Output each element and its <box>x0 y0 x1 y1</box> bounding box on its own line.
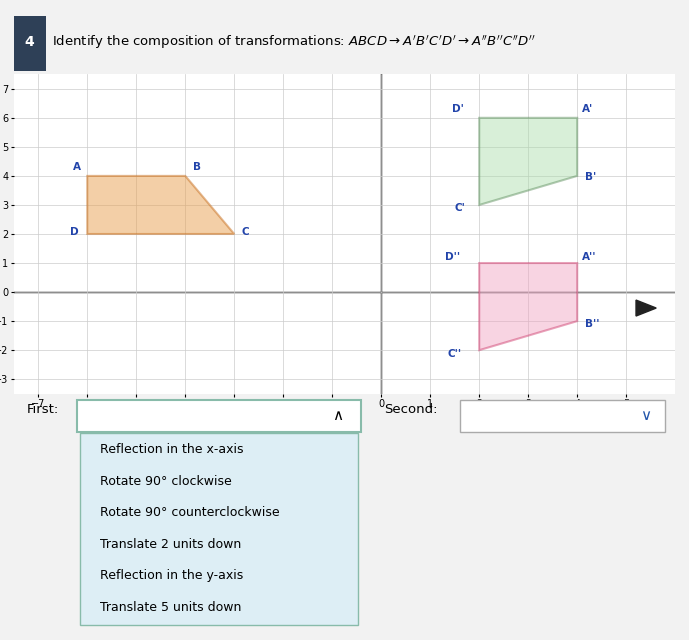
Text: ∧: ∧ <box>332 408 343 424</box>
Text: B': B' <box>584 172 596 182</box>
FancyBboxPatch shape <box>14 16 45 71</box>
Text: First:: First: <box>27 403 59 416</box>
Text: Reflection in the x-axis: Reflection in the x-axis <box>100 444 243 456</box>
Text: Translate 2 units down: Translate 2 units down <box>100 538 241 551</box>
Text: Translate 5 units down: Translate 5 units down <box>100 601 241 614</box>
Text: Second:: Second: <box>384 403 438 416</box>
Text: D: D <box>70 227 79 237</box>
Text: Identify the composition of transformations: $ABCD \rightarrow A'B'C'D' \rightar: Identify the composition of transformati… <box>52 33 536 51</box>
Text: C': C' <box>455 203 466 212</box>
Text: Rotate 90° clockwise: Rotate 90° clockwise <box>100 475 232 488</box>
FancyBboxPatch shape <box>80 433 358 625</box>
Polygon shape <box>480 263 577 350</box>
Text: B'': B'' <box>584 319 599 329</box>
Text: D': D' <box>452 104 464 114</box>
Polygon shape <box>636 300 656 316</box>
Text: C'': C'' <box>447 349 462 360</box>
Text: A'': A'' <box>582 252 597 262</box>
Text: Reflection in the y-axis: Reflection in the y-axis <box>100 570 243 582</box>
Text: 4: 4 <box>25 35 34 49</box>
Polygon shape <box>88 176 234 234</box>
Text: Rotate 90° counterclockwise: Rotate 90° counterclockwise <box>100 506 280 519</box>
Text: B: B <box>193 162 200 172</box>
Text: C: C <box>242 227 249 237</box>
FancyBboxPatch shape <box>76 399 361 432</box>
Text: A: A <box>72 162 81 172</box>
Text: D'': D'' <box>445 252 460 262</box>
FancyBboxPatch shape <box>460 399 666 432</box>
Text: ∨: ∨ <box>640 408 651 424</box>
Text: A': A' <box>582 104 593 114</box>
Polygon shape <box>480 118 577 205</box>
